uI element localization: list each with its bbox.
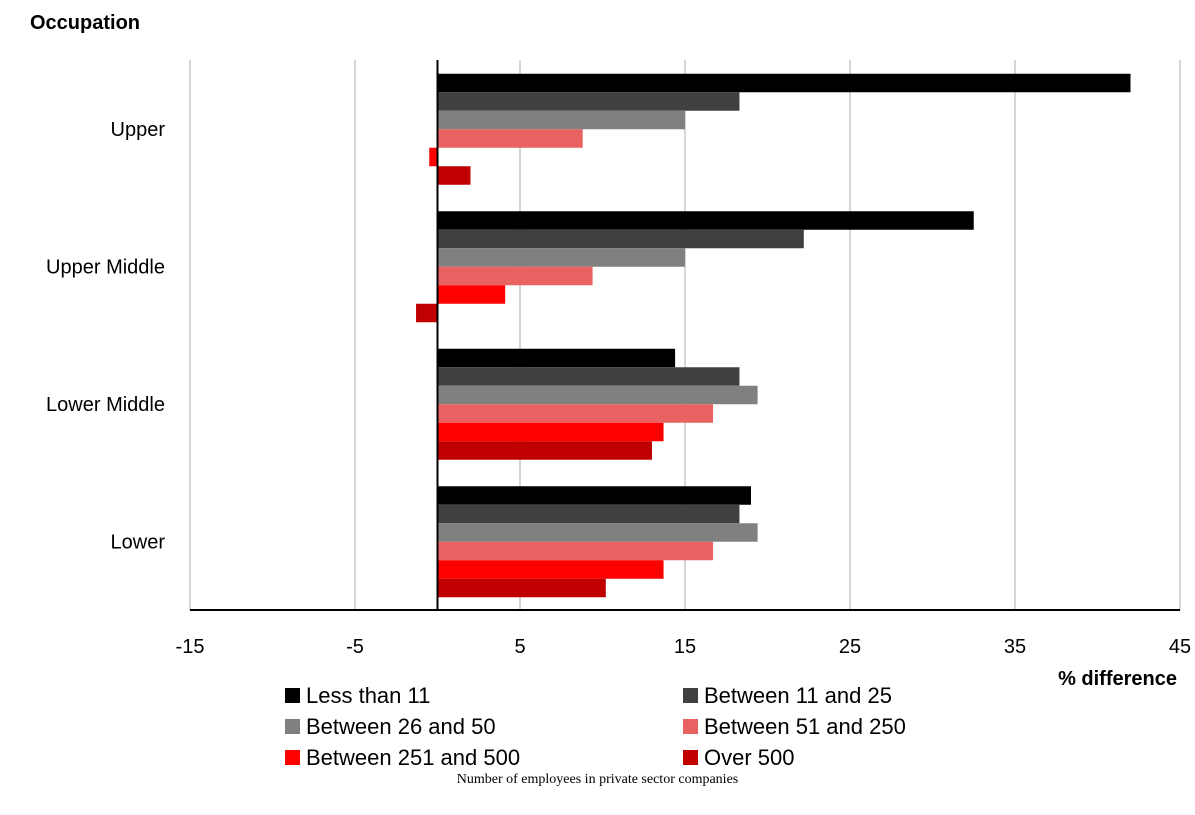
bar xyxy=(437,129,583,148)
legend-swatch xyxy=(285,719,300,734)
category-label: Upper Middle xyxy=(46,256,165,278)
tick-label: 35 xyxy=(1004,636,1026,658)
legend-swatch xyxy=(285,688,300,703)
legend-item: Over 500 xyxy=(683,745,795,771)
bar xyxy=(437,285,506,304)
tick-label: 15 xyxy=(674,636,696,658)
legend-swatch xyxy=(285,750,300,765)
bar xyxy=(437,211,974,230)
category-label: Upper xyxy=(111,119,166,141)
bars xyxy=(416,73,1131,598)
category-labels: Upper Upper Middle Lower Middle Lower xyxy=(46,119,165,554)
bar xyxy=(437,486,751,505)
x-axis-title: % difference xyxy=(1058,668,1177,690)
tick-labels: -15 -5 5 15 25 35 45 xyxy=(176,636,1192,658)
bar xyxy=(437,404,714,423)
bar xyxy=(437,523,758,542)
bar xyxy=(437,541,714,561)
category-label: Lower xyxy=(111,531,166,553)
bar xyxy=(437,367,740,386)
tick-label: -15 xyxy=(176,636,205,658)
gridlines xyxy=(189,60,1181,610)
tick-label: 5 xyxy=(514,636,525,658)
legend-label: Less than 11 xyxy=(306,683,431,708)
bar xyxy=(437,92,740,111)
bar xyxy=(437,110,685,130)
category-label: Lower Middle xyxy=(46,394,165,416)
bar xyxy=(437,560,664,579)
bar xyxy=(437,422,664,442)
legend-item: Between 251 and 500 xyxy=(285,745,520,771)
legend-label: Between 11 and 25 xyxy=(704,683,892,708)
legend-swatch xyxy=(683,750,698,765)
legend-item: Between 26 and 50 xyxy=(285,714,496,740)
bar xyxy=(437,266,593,286)
legend-swatch xyxy=(683,719,698,734)
bar xyxy=(437,385,758,405)
bar xyxy=(437,504,740,524)
legend-item: Between 51 and 250 xyxy=(683,714,906,740)
axes xyxy=(190,60,1180,611)
bar xyxy=(437,73,1131,93)
bar xyxy=(437,348,676,368)
y-axis-title: Occupation xyxy=(30,12,141,34)
tick-label: 45 xyxy=(1169,636,1191,658)
legend-item: Between 11 and 25 xyxy=(683,683,892,709)
legend-label: Over 500 xyxy=(704,745,795,770)
tick-label: -5 xyxy=(346,636,364,658)
legend-item: Less than 11 xyxy=(285,683,430,709)
tick-label: 25 xyxy=(839,636,861,658)
legend-label: Between 51 and 250 xyxy=(704,714,906,739)
legend-swatch xyxy=(683,688,698,703)
bar xyxy=(437,166,471,185)
bar xyxy=(437,578,606,598)
chart-caption: Number of employees in private sector co… xyxy=(456,772,739,787)
bar xyxy=(429,147,438,167)
legend-label: Between 251 and 500 xyxy=(306,745,521,770)
bar xyxy=(437,248,685,267)
bar xyxy=(437,441,652,460)
bar xyxy=(416,303,438,323)
legend-label: Between 26 and 50 xyxy=(306,714,496,739)
bar xyxy=(437,229,804,249)
